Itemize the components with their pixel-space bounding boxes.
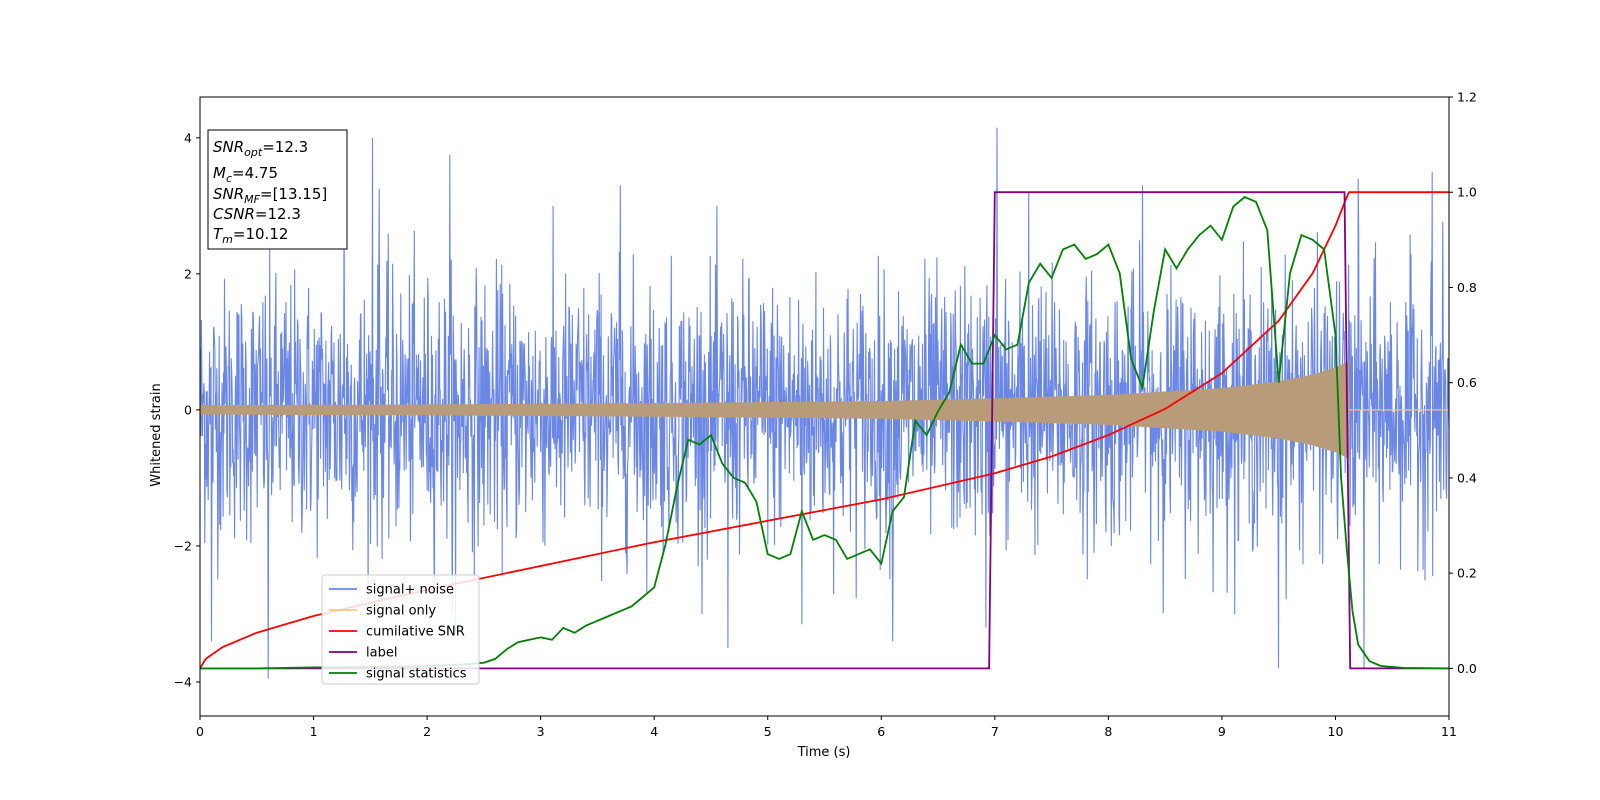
x-tick-label: 3: [537, 724, 545, 739]
stats-line: SNRopt=12.3: [213, 138, 308, 159]
stats-line: SNRMF=[13.15]: [213, 185, 327, 206]
legend-label: signal statistics: [366, 667, 467, 682]
x-tick-label: 10: [1328, 724, 1344, 739]
x-tick-label: 6: [877, 724, 885, 739]
x-tick-label: 5: [764, 724, 772, 739]
x-tick-label: 9: [1218, 724, 1226, 739]
stats-name: SNR: [213, 138, 244, 156]
stats-box: SNRopt=12.3Mc=4.75SNRMF=[13.15]CSNR=12.3…: [207, 129, 348, 250]
y-left-tick-label: 0: [184, 402, 192, 417]
stats-line: Mc=4.75: [213, 164, 278, 185]
stats-name: T: [213, 225, 224, 243]
x-tick-label: 11: [1441, 724, 1457, 739]
legend-label: signal only: [366, 604, 436, 619]
y-left-tick-label: 4: [184, 130, 192, 145]
y-left-tick-label: −2: [174, 538, 192, 553]
stats-name: M: [213, 164, 226, 182]
y-right-tick-label: 1.0: [1457, 185, 1477, 200]
series-signal-statistics: [200, 195, 1449, 670]
x-axis-label: Time (s): [797, 745, 851, 760]
y-right-tick-label: 0.6: [1457, 375, 1477, 390]
legend-label: signal+ noise: [366, 583, 454, 598]
y-axis-label: Whitened strain: [149, 383, 164, 486]
y-right-tick-label: 1.2: [1457, 90, 1477, 105]
stats-box-frame: [207, 129, 348, 250]
y-right-tick-label: 0.4: [1457, 470, 1477, 485]
stats-line: CSNR=12.3: [213, 205, 301, 223]
y-right-axis-ticks: 0.0 0.2 0.4 0.6 0.8 1.0 1.2: [1449, 90, 1477, 676]
y-left-tick-label: 2: [184, 266, 192, 281]
stats-value: =[13.15]: [260, 185, 327, 203]
x-tick-label: 7: [991, 724, 999, 739]
stats-value: =10.12: [233, 225, 289, 243]
legend: signal+ noise signal only cumilative SNR la…: [321, 574, 480, 685]
stats-subscript: opt: [244, 146, 263, 159]
y-right-tick-label: 0.0: [1457, 661, 1477, 676]
x-axis-ticks: 0 1 2 3 4 5 6 7 8 9 10 11: [196, 716, 1457, 739]
x-tick-label: 8: [1104, 724, 1112, 739]
stats-subscript: m: [222, 233, 233, 246]
series-label: [200, 191, 1449, 670]
stats-value: =12.3: [255, 205, 301, 223]
x-tick-label: 2: [423, 724, 431, 739]
stats-name: CSNR: [213, 205, 255, 223]
stats-value: =4.75: [232, 164, 278, 182]
axes-frame: [199, 96, 1450, 717]
y-right-tick-label: 0.2: [1457, 566, 1477, 581]
legend-label: label: [366, 646, 397, 661]
legend-label: cumilative SNR: [366, 625, 465, 640]
x-tick-label: 4: [650, 724, 658, 739]
stats-value: =12.3: [262, 138, 308, 156]
legend-frame: [321, 574, 480, 685]
plot-area: [200, 127, 1449, 679]
series-signal-only-overlap: [200, 360, 1350, 459]
x-tick-label: 0: [196, 724, 204, 739]
y-left-axis-ticks: −4 −2 0 2 4: [174, 130, 200, 689]
x-tick-label: 1: [310, 724, 318, 739]
stats-name: SNR: [213, 185, 244, 203]
series-cumilative-snr: [200, 191, 1449, 669]
y-right-tick-label: 0.8: [1457, 280, 1477, 295]
stats-line: Tm=10.12: [213, 225, 288, 246]
stats-subscript: c: [226, 172, 232, 185]
stats-subscript: MF: [244, 193, 260, 206]
y-left-tick-label: −4: [174, 674, 192, 689]
